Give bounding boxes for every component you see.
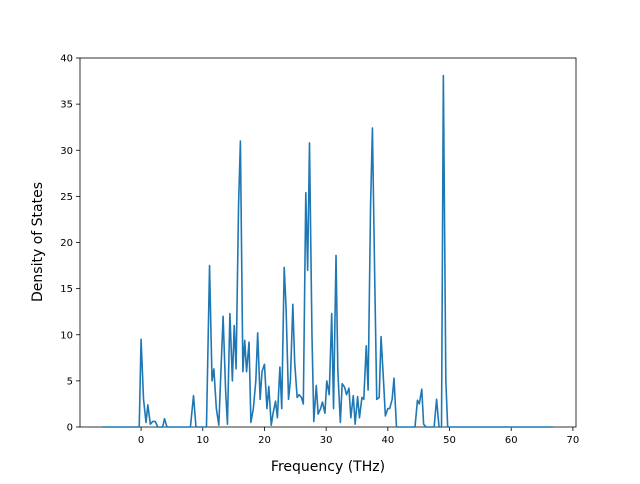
y-tick-label: 25 — [60, 192, 73, 203]
y-tick-label: 20 — [60, 238, 73, 249]
y-tick-label: 10 — [60, 330, 73, 341]
y-tick-label: 5 — [67, 376, 73, 387]
x-tick-label: 10 — [196, 435, 209, 446]
line-series — [102, 74, 554, 428]
axes-frame — [79, 57, 577, 428]
x-tick-label: 50 — [443, 435, 456, 446]
y-tick-label: 15 — [60, 284, 73, 295]
x-axis-label: Frequency (THz) — [271, 459, 385, 475]
x-tick-label: 0 — [138, 435, 144, 446]
y-tick-label: 35 — [60, 100, 73, 111]
y-tick-label: 30 — [60, 146, 73, 157]
x-tick-label: 20 — [258, 435, 271, 446]
y-tick-label: 40 — [60, 54, 73, 65]
y-axis-label: Density of States — [30, 182, 46, 302]
x-tick-label: 60 — [505, 435, 518, 446]
x-tick-label: 30 — [320, 435, 333, 446]
x-tick-label: 40 — [381, 435, 394, 446]
y-tick-label: 0 — [67, 423, 73, 434]
x-tick-label: 70 — [567, 435, 580, 446]
